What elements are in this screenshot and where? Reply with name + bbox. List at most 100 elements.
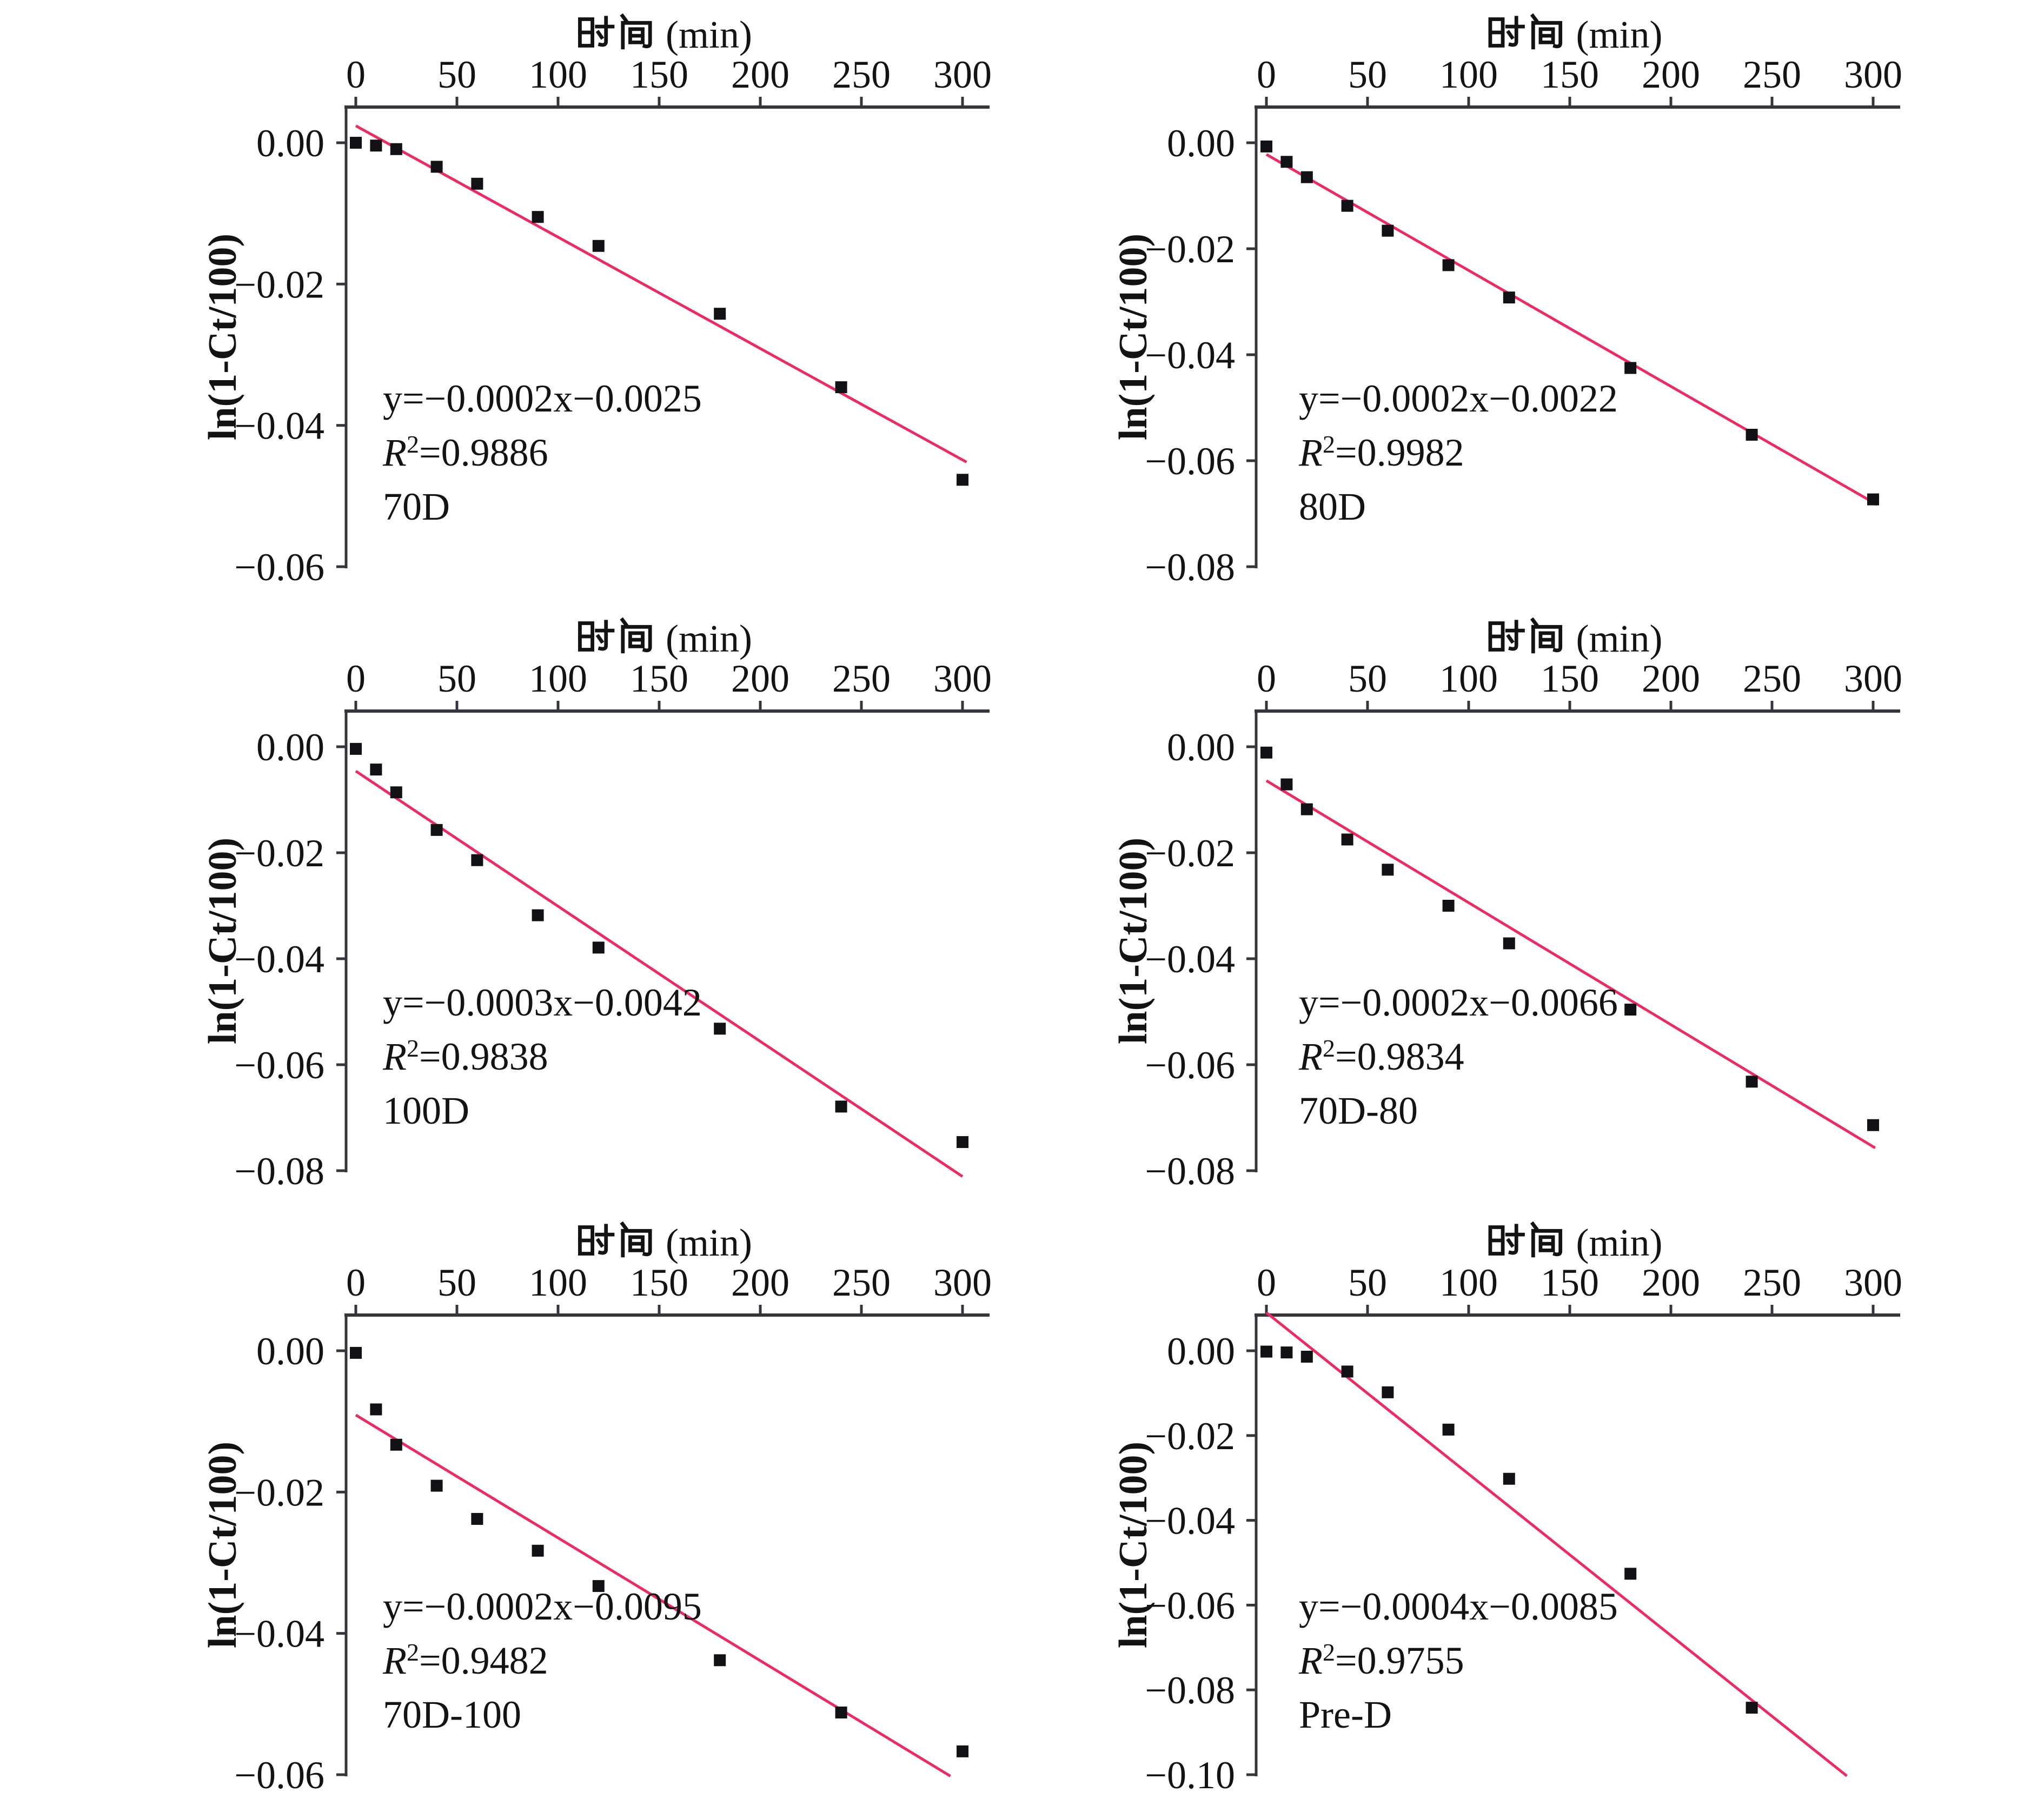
time-units-label: (min) [666, 617, 752, 660]
equation-text: y=−0.0002x−0.0022 [1299, 377, 1618, 420]
x-tick-label: 150 [1541, 1261, 1599, 1304]
r-squared-text: R2=0.9982 [1298, 430, 1464, 474]
cjk-stroke [595, 30, 605, 40]
x-tick-label: 50 [437, 1261, 476, 1304]
x-tick-label: 200 [1642, 53, 1700, 96]
y-tick-label: 0.00 [256, 122, 324, 165]
chart-80D: 0 50 100 150 200 250 300 0.00 −0.02 −0.04 −0.06 −0.… [1111, 13, 1902, 589]
cjk-stroke [628, 631, 645, 648]
x-tick-label: 50 [437, 53, 476, 96]
data-point [430, 824, 443, 836]
y-tick-label: −0.06 [1145, 1584, 1235, 1627]
data-point [350, 137, 362, 149]
time-units-label: (min) [1576, 617, 1663, 660]
y-tick-label: −0.04 [234, 404, 324, 448]
data-point [1746, 1076, 1758, 1088]
data-point [1260, 140, 1272, 152]
y-tick-label: −0.02 [234, 263, 324, 306]
chart-70D: 0 50 100 150 200 250 300 0.00 −0.02 −0.04 −0.06 (mi… [201, 13, 992, 589]
data-point [1300, 171, 1313, 183]
data-point [1300, 803, 1313, 815]
x-tick-label: 200 [1642, 657, 1700, 700]
data-point [592, 240, 605, 252]
cjk-stroke [1508, 1224, 1518, 1255]
r-squared-text: R2=0.9886 [382, 430, 548, 474]
data-point [532, 1544, 544, 1557]
time-label-cjk-glyph [1530, 617, 1563, 654]
cjk-stroke [1531, 1229, 1563, 1257]
data-point [1624, 1004, 1637, 1016]
cjk-stroke [578, 1225, 594, 1256]
data-point [592, 1580, 605, 1592]
x-tick-label: 0 [346, 53, 366, 96]
data-point [1867, 1119, 1879, 1131]
y-tick-label: −0.04 [1145, 938, 1235, 981]
x-tick-label: 300 [933, 1261, 992, 1304]
x-tick-label: 250 [832, 1261, 891, 1304]
time-label-cjk-glyph [1530, 13, 1563, 50]
data-point [532, 909, 544, 921]
series-label: 100D [383, 1089, 469, 1132]
panel-100d: 0 50 100 150 200 250 300 0.00 −0.02 −0.04 −0.06 −0.… [22, 613, 1000, 1199]
x-tick-label: 200 [1642, 1261, 1700, 1304]
x-axis-title: (min) [578, 617, 752, 660]
data-point [430, 161, 443, 173]
data-point [1867, 493, 1879, 506]
y-tick-label: −0.08 [1145, 1669, 1235, 1712]
y-axis-title: ln(1-Ct/100) [201, 234, 245, 440]
x-tick-label: 100 [529, 53, 587, 96]
panel-70d-80: 0 50 100 150 200 250 300 0.00 −0.02 −0.04 −0.06 −0.… [1044, 613, 2022, 1199]
time-units-label: (min) [1576, 13, 1663, 56]
data-point [390, 1438, 402, 1451]
data-point [1382, 1386, 1394, 1398]
y-tick-label: 0.00 [256, 726, 324, 769]
x-tick-label: 0 [346, 657, 366, 700]
cjk-stroke [620, 617, 629, 627]
data-point [1382, 224, 1394, 237]
cjk-stroke [595, 634, 605, 644]
cjk-stroke [598, 620, 608, 651]
data-point [1503, 291, 1515, 304]
data-point [1341, 1365, 1353, 1378]
fit-line [355, 124, 967, 463]
x-tick-label: 100 [1439, 657, 1498, 700]
cjk-stroke [1506, 30, 1515, 40]
data-point [1341, 833, 1353, 846]
data-point [1280, 156, 1293, 168]
data-point [835, 1707, 847, 1719]
y-tick-label: −0.04 [1145, 334, 1235, 377]
data-point [1300, 1350, 1313, 1363]
data-point [1442, 259, 1455, 271]
panel-70d-100: 0 50 100 150 200 250 300 0.00 −0.02 −0.04 −0.06 (mi… [22, 1217, 1000, 1803]
data-point [1746, 1702, 1758, 1714]
equation-text: y=−0.0003x−0.0042 [383, 981, 702, 1024]
data-point [471, 177, 483, 190]
cjk-stroke [1506, 1238, 1515, 1248]
x-tick-label: 100 [1439, 1261, 1498, 1304]
data-point [592, 941, 605, 954]
y-tick-label: −0.02 [1145, 228, 1235, 271]
data-point [1624, 362, 1637, 374]
cjk-stroke [620, 1221, 629, 1231]
fit-line [1265, 779, 1876, 1150]
panel-pre-d: 0 50 100 150 200 250 300 0.00 −0.02 −0.04 −0.06 −0.… [1044, 1217, 2022, 1803]
x-tick-label: 100 [1439, 53, 1498, 96]
y-tick-label: −0.06 [234, 1754, 324, 1797]
cjk-stroke [1531, 625, 1563, 653]
y-tick-label: −0.02 [1145, 832, 1235, 875]
x-tick-label: 300 [1844, 657, 1902, 700]
x-tick-label: 200 [731, 1261, 789, 1304]
chart-70D-100: 0 50 100 150 200 250 300 0.00 −0.02 −0.04 −0.06 (mi… [201, 1221, 992, 1797]
time-units-label: (min) [666, 13, 752, 56]
y-axis-title: ln(1-Ct/100) [1111, 1442, 1156, 1648]
y-tick-label: −0.04 [234, 1612, 324, 1656]
data-point [1260, 746, 1272, 759]
fit-line [1265, 1311, 1848, 1777]
data-point [957, 1136, 968, 1149]
cjk-stroke [1488, 1225, 1505, 1256]
time-units-label: (min) [1576, 1221, 1663, 1264]
x-axis-title: (min) [1488, 13, 1663, 56]
cjk-stroke [1508, 620, 1518, 651]
data-point [1746, 428, 1758, 441]
y-axis-title: ln(1-Ct/100) [201, 1442, 245, 1648]
